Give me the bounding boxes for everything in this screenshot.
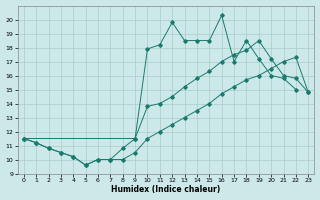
X-axis label: Humidex (Indice chaleur): Humidex (Indice chaleur)	[111, 185, 221, 194]
